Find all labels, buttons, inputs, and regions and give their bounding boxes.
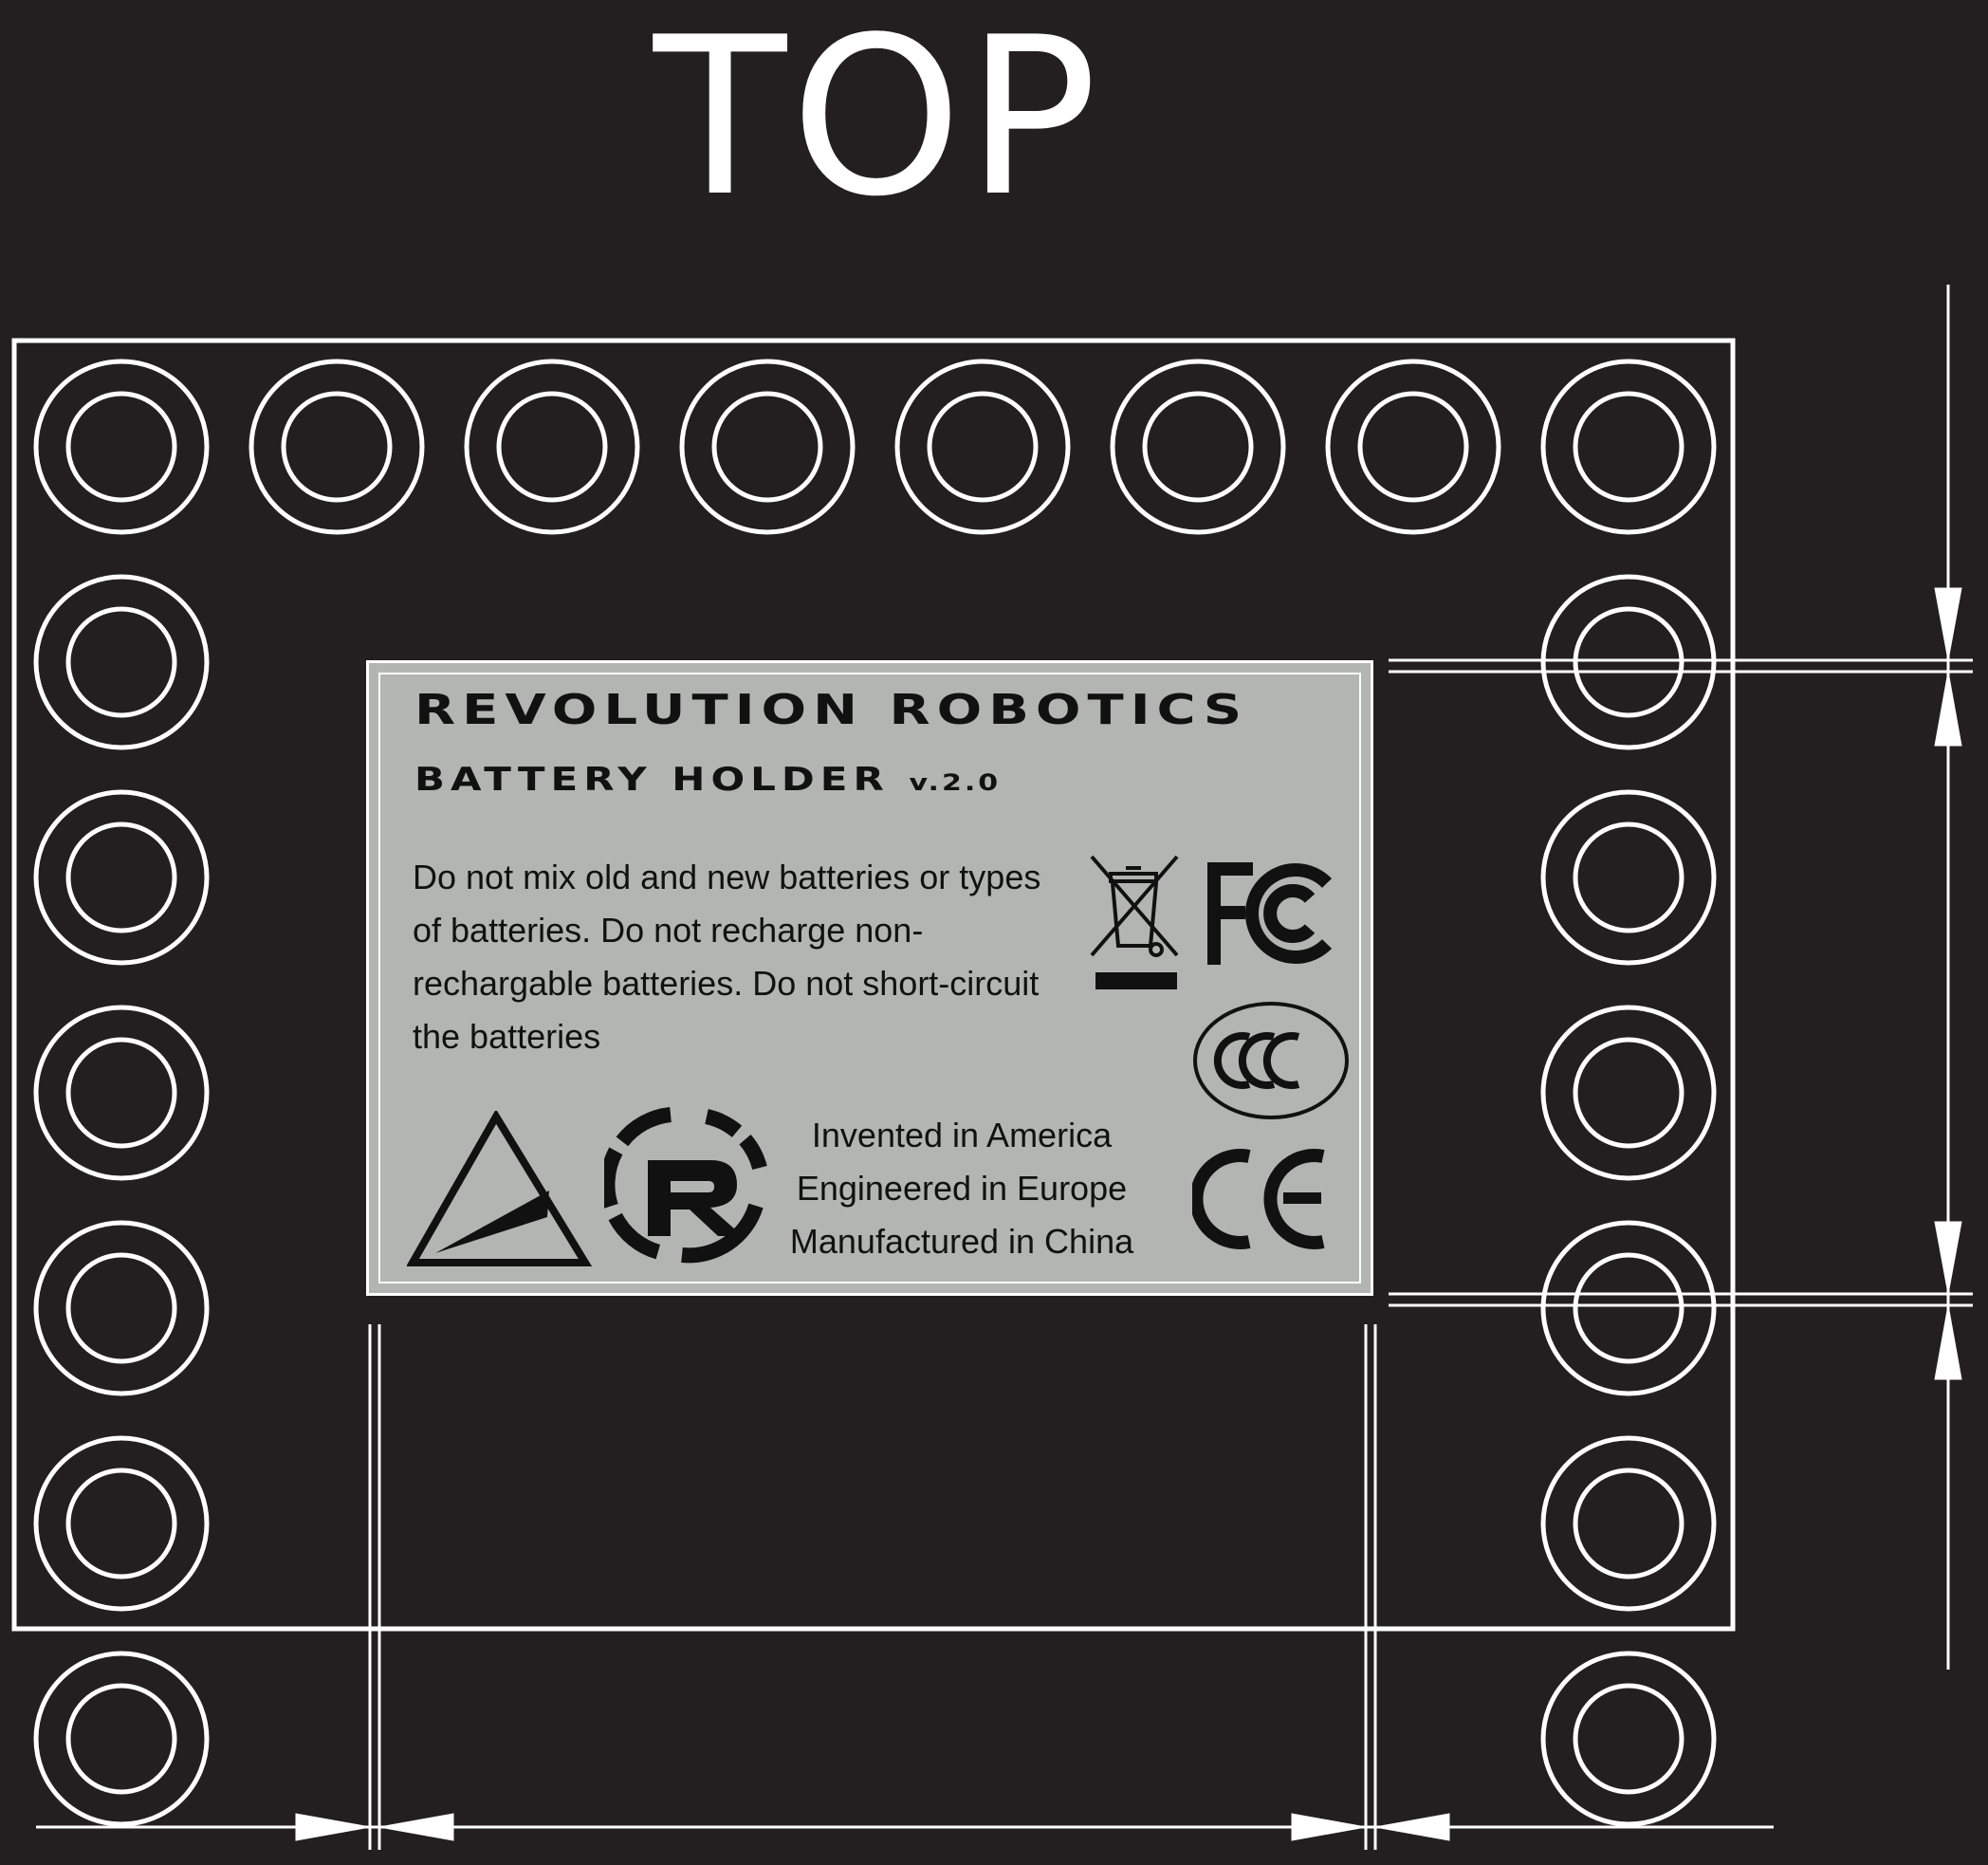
dimension-bottom (36, 1813, 1774, 1841)
crossed-bin-icon (1090, 855, 1179, 989)
stud (1540, 789, 1717, 966)
revolution-r-logo-icon (604, 1107, 767, 1264)
top-title: TOP (653, 0, 1102, 245)
extension-lines-horizontal (1389, 658, 1973, 1307)
ce-mark-icon (1192, 1149, 1325, 1249)
stud (33, 1005, 210, 1181)
stud (464, 359, 640, 535)
stud (33, 1220, 210, 1396)
stud (248, 359, 425, 535)
product-version: v.2.0 (909, 769, 1002, 797)
stud (679, 359, 856, 535)
stud (894, 359, 1071, 535)
stud (1540, 574, 1717, 750)
origin-text: Invented in America Engineered in Europe… (767, 1109, 1156, 1268)
ccc-mark-icon (1193, 1002, 1349, 1119)
stud (1540, 1005, 1717, 1181)
stud (1540, 1435, 1717, 1612)
warning-text: Do not mix old and new batteries or type… (413, 858, 1041, 1056)
extension-lines-vertical (368, 1324, 1377, 1850)
stud (1540, 1651, 1717, 1827)
triangle-logo-icon (407, 1111, 593, 1266)
board-outline (11, 338, 1736, 1632)
dimension-right (1934, 285, 1962, 1670)
stud (1540, 359, 1717, 535)
stud (1325, 359, 1501, 535)
stud (33, 789, 210, 966)
product-name: BATTERY HOLDER v.2.0 (414, 764, 1001, 796)
brand-name: REVOLUTION ROBOTICS (414, 686, 1249, 734)
origin-line: Engineered in Europe (796, 1169, 1128, 1208)
product-title: BATTERY HOLDER (414, 760, 890, 798)
stud (33, 359, 210, 535)
stud (33, 1435, 210, 1612)
stud (33, 1651, 210, 1827)
fcc-mark-icon (1207, 862, 1333, 965)
stud (33, 574, 210, 750)
origin-line: Invented in America (811, 1116, 1113, 1154)
origin-line: Manufactured in China (789, 1222, 1134, 1261)
stud (1110, 359, 1286, 535)
stud (1540, 1220, 1717, 1396)
label-inner-border (378, 673, 1361, 1283)
product-label: REVOLUTION ROBOTICS BATTERY HOLDER v.2.0… (366, 660, 1373, 1296)
stud-grid (33, 359, 1717, 1827)
